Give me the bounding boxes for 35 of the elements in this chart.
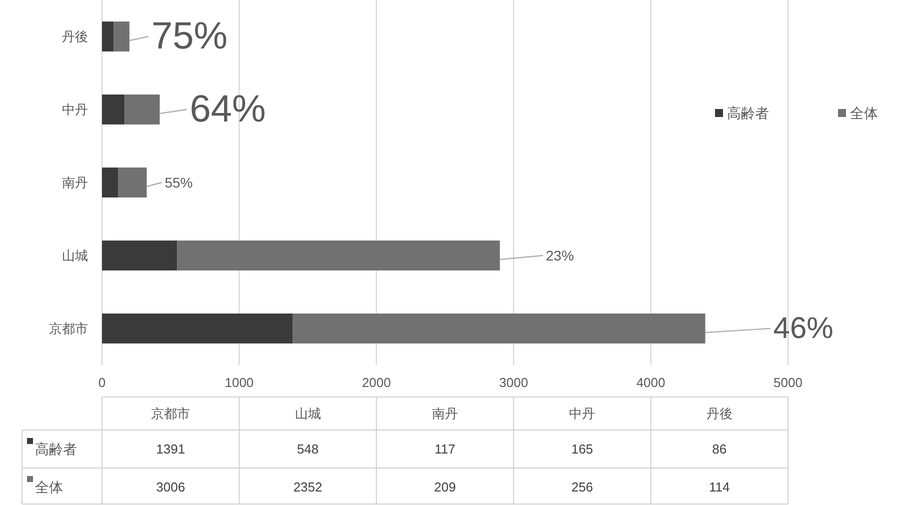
- column-label: 山城: [294, 406, 321, 421]
- x-tick-label: 5000: [774, 375, 802, 390]
- annotation: 55%: [164, 174, 193, 190]
- x-tick-label: 0: [98, 375, 106, 390]
- cell-label: 3006: [156, 480, 186, 494]
- cell-label: 117: [434, 442, 456, 456]
- cell-label: 1391: [156, 442, 186, 456]
- annotation: 75%: [151, 16, 228, 58]
- annotation: 23%: [546, 248, 574, 264]
- y-tick-label: 丹後: [62, 29, 88, 44]
- y-tick-label: 京都市: [49, 321, 88, 336]
- cell-label: 209: [434, 480, 456, 494]
- annotation: 46%: [773, 312, 834, 345]
- x-tick-label: 1000: [224, 375, 254, 390]
- row-label: 全体: [35, 479, 63, 495]
- x-tick-label: 3000: [499, 375, 528, 390]
- y-tick-label: 山城: [62, 248, 88, 263]
- x-tick-label: 2000: [362, 375, 391, 390]
- legend-label: 高齢者: [727, 105, 769, 121]
- column-label: 南丹: [432, 406, 458, 421]
- y-tick-label: 中丹: [62, 102, 88, 117]
- annotation: 64%: [190, 88, 266, 130]
- column-label: 京都市: [151, 406, 190, 421]
- cell-label: 548: [296, 442, 319, 456]
- cell-label: 2352: [293, 480, 322, 494]
- x-tick-label: 4000: [636, 375, 666, 390]
- column-label: 中丹: [569, 406, 596, 421]
- legend-label: 全体: [850, 105, 878, 121]
- y-tick-label: 南丹: [62, 175, 88, 190]
- cell-label: 86: [712, 442, 727, 456]
- cell-label: 165: [571, 442, 594, 456]
- cell-label: 256: [571, 480, 594, 494]
- column-label: 丹後: [706, 406, 732, 421]
- cell-label: 114: [709, 480, 730, 494]
- row-label: 高齢者: [35, 441, 77, 457]
